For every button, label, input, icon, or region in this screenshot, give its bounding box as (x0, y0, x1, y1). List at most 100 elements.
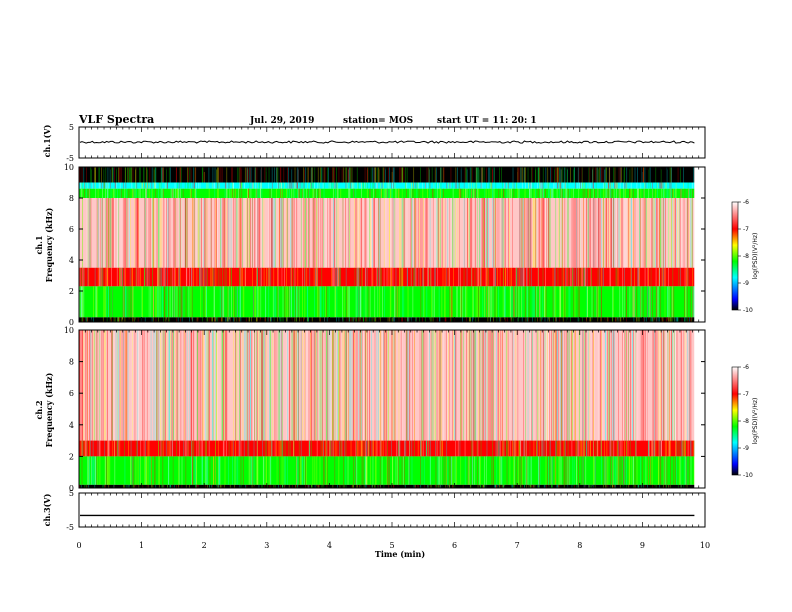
ch2-spectrogram-streak (559, 456, 561, 485)
ch1-spectrogram-streak (190, 167, 192, 183)
ch1-spectrogram-streak (493, 267, 494, 287)
ch1-spectrogram-streak (365, 317, 367, 322)
ch2-spectrogram-streak (626, 440, 628, 457)
ch1-spectrogram-streak (145, 188, 147, 198)
ch1-spectrogram-streak (680, 267, 682, 287)
ch2-spectrogram-streak (150, 456, 152, 485)
ch1-spectrogram-streak (588, 198, 589, 268)
ch1-spectrogram-streak (125, 286, 127, 318)
ch1-spectrogram-streak (125, 198, 127, 268)
ch1-spectrogram-streak (386, 182, 388, 189)
ch1-spectrogram-streak (482, 182, 483, 189)
ch2-spectrogram-streak (123, 484, 125, 488)
ch1-spectrogram-streak (153, 286, 154, 318)
ch2-spectrogram-streak (484, 440, 486, 457)
ch2-spectrogram-streak (640, 456, 642, 485)
ch2-spectrogram-streak (397, 440, 399, 457)
ch2-spectrogram-streak (279, 330, 281, 441)
ch1-spectrogram-streak (663, 267, 664, 287)
ch1-spectrogram-streak (101, 198, 103, 268)
ch2-spectrogram-streak (408, 456, 410, 485)
ch2-spectrogram-streak (470, 330, 472, 441)
ch1-spectrogram-streak (345, 182, 347, 189)
ch1-spectrogram-streak (421, 188, 422, 198)
ch2-spectrogram-streak (543, 330, 545, 441)
ch1-spectrogram-streak (486, 286, 488, 318)
ch1-spectrogram-streak (571, 198, 573, 268)
ch1-spectrogram-streak (626, 267, 627, 287)
ch1-spectrogram-streak (615, 182, 616, 189)
ch1-spectrogram-streak (361, 182, 362, 189)
ch1-spectrogram-streak (222, 286, 224, 318)
ch2-spectrogram-streak (492, 456, 494, 485)
ch1-spectrogram-streak (264, 182, 266, 189)
ch1-spectrogram-streak (513, 182, 515, 189)
ch2-spectrogram-streak (440, 440, 442, 457)
ch1-spectrogram-burst (227, 198, 229, 268)
ch2-spectrogram-streak (347, 456, 349, 485)
ch1-spectrogram-streak (614, 188, 616, 198)
ch1-spectrogram-streak (582, 188, 584, 198)
ch1-spectrogram-streak (592, 182, 594, 189)
ch2-spectrogram-streak (217, 456, 219, 485)
ch1-spectrogram-streak (493, 167, 495, 183)
ch1-spectrogram-streak (499, 267, 501, 287)
ch1-spectrogram-streak (691, 182, 693, 189)
ch1-spectrogram-burst (113, 198, 115, 268)
ch1-spectrogram-streak (235, 188, 237, 198)
ch1-spectrogram-streak (528, 198, 530, 268)
ch1-spectrogram-streak (677, 167, 679, 183)
ch2-spectrogram-streak (530, 456, 532, 485)
ch1-spectrogram-streak (671, 286, 673, 318)
ch2-spectrogram-streak (282, 440, 284, 457)
ch2-spectrogram-streak (277, 330, 279, 441)
ch2-spectrogram-band (79, 330, 695, 441)
ch1-spectrogram-streak (449, 286, 451, 318)
ch1-spectrogram-streak (458, 188, 460, 198)
ch1-spectrogram-streak (249, 182, 251, 189)
ch1-spectrogram-streak (688, 198, 690, 268)
ch1-spectrogram-streak (521, 198, 523, 268)
ch1-spectrogram-streak (268, 198, 270, 268)
ch1-spectrogram-streak (392, 167, 394, 183)
ch1-spectrogram-streak (397, 188, 399, 198)
ch2-spectrogram-streak (234, 484, 236, 488)
ch2-spectrogram-streak (223, 440, 225, 457)
ch2-spectrogram-streak (155, 484, 157, 488)
ch1-spectrogram-streak (221, 317, 223, 322)
ch1-spectrogram-streak (408, 317, 410, 322)
ch1-spectrogram-streak (311, 317, 313, 322)
ch1-spectrogram-streak (643, 167, 644, 183)
ch1-spectrogram-streak (517, 317, 519, 322)
ch1-spectrogram-streak (252, 198, 253, 268)
ch1-spectrogram-streak (144, 267, 145, 287)
ch2-spectrogram-streak (178, 456, 179, 485)
ch1-spectrogram-streak (361, 317, 363, 322)
ch1-spectrogram-streak (281, 182, 282, 189)
ch2-spectrogram-streak (393, 484, 395, 488)
ch2-spectrogram-streak (663, 456, 665, 485)
ch1-spectrogram-streak (629, 198, 631, 268)
ch2-spectrogram-streak (200, 440, 202, 457)
ch1-spectrogram-streak (518, 188, 520, 198)
ch2-spectrogram-streak (276, 456, 278, 485)
ch2-spectrogram-streak (237, 456, 239, 485)
ch1-spectrogram-streak (201, 167, 203, 183)
ch1-spectrogram-streak (526, 267, 528, 287)
ch2-spectrogram-streak (287, 330, 289, 441)
ch1-spectrogram-streak (610, 188, 612, 198)
ch2-spectrogram-streak (572, 456, 574, 485)
ch1-spectrogram-streak (256, 267, 258, 287)
ch2-spectrogram-streak (601, 456, 602, 485)
ch1-spectrogram-streak (621, 167, 622, 183)
ch1-spectrogram-streak (276, 167, 278, 183)
ch2-spectrogram-streak (420, 456, 421, 485)
ch1-spectrogram-streak (215, 198, 217, 268)
ch2-spectrogram-streak (171, 330, 173, 441)
ch2-spectrogram-streak (652, 440, 654, 457)
ch1-spectrogram-streak (489, 317, 491, 322)
ch2-spectrogram-streak (665, 456, 667, 485)
ch1-spectrogram-streak (556, 167, 558, 183)
ch2-spectrogram-streak (489, 330, 491, 441)
ch2-spectrogram-streak (183, 330, 185, 441)
